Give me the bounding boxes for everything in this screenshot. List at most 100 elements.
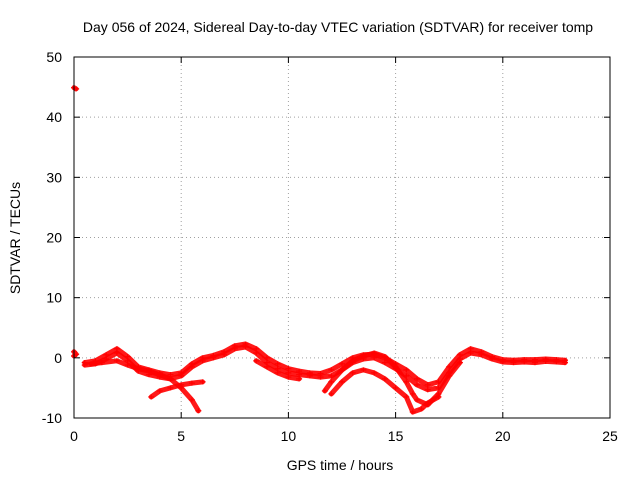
series-track-a xyxy=(81,341,568,388)
data-point xyxy=(409,391,416,397)
data-point xyxy=(146,368,153,374)
data-point xyxy=(392,385,399,391)
series-track-b xyxy=(81,344,568,393)
data-point xyxy=(435,394,442,400)
data-point xyxy=(296,376,303,382)
data-point xyxy=(195,408,202,414)
x-tick-label: 15 xyxy=(388,428,404,444)
data-point xyxy=(274,370,281,376)
data-point xyxy=(178,373,185,379)
chart-title: Day 056 of 2024, Sidereal Day-to-day VTE… xyxy=(83,19,593,35)
data-point xyxy=(424,400,431,406)
data-point xyxy=(381,376,388,382)
data-point xyxy=(328,391,335,397)
data-point xyxy=(561,360,568,366)
data-point xyxy=(339,367,345,373)
data-point xyxy=(188,397,195,403)
data-point xyxy=(403,379,410,385)
grid-lines xyxy=(74,57,610,418)
x-axis-ticks: 0 5 10 15 20 25 xyxy=(70,57,618,444)
data-point xyxy=(414,397,421,403)
data-point xyxy=(360,367,367,373)
data-point xyxy=(199,358,206,364)
data-point xyxy=(403,367,410,373)
data-point xyxy=(231,346,238,352)
data-point xyxy=(135,366,142,372)
data-point xyxy=(263,364,270,370)
x-tick-label: 0 xyxy=(70,428,78,444)
data-point xyxy=(553,359,560,365)
y-tick-label: 30 xyxy=(46,169,62,185)
y-tick-label: -10 xyxy=(42,410,62,426)
x-tick-label: 25 xyxy=(602,428,618,444)
data-point xyxy=(221,352,228,358)
series-track-c xyxy=(88,358,202,414)
data-point xyxy=(167,385,174,391)
data-point xyxy=(403,394,410,400)
series-line xyxy=(148,379,206,400)
data-point xyxy=(339,379,345,385)
x-axis-label: GPS time / hours xyxy=(287,457,394,473)
data-point xyxy=(409,409,416,415)
data-point xyxy=(328,379,335,385)
data-point xyxy=(418,406,425,412)
data-point xyxy=(467,346,474,352)
data-point xyxy=(285,374,292,380)
data-point xyxy=(521,359,528,365)
series-line xyxy=(82,341,568,388)
data-point xyxy=(381,354,388,360)
data-point xyxy=(371,370,378,376)
data-point xyxy=(188,380,195,386)
data-point xyxy=(199,379,206,385)
data-point xyxy=(81,362,88,368)
data-point xyxy=(328,373,335,379)
x-tick-label: 20 xyxy=(495,428,511,444)
data-point xyxy=(253,350,260,356)
data-point xyxy=(88,361,95,367)
data-point xyxy=(317,374,324,380)
data-point xyxy=(148,394,155,400)
series-track-g xyxy=(253,358,303,382)
series-track-d xyxy=(148,379,206,400)
data-point xyxy=(478,352,485,358)
series-outlier-44 xyxy=(71,85,80,92)
data-point xyxy=(113,350,120,356)
data-point xyxy=(242,344,249,350)
series-track-f xyxy=(328,367,442,415)
data-point xyxy=(446,373,453,379)
data-series xyxy=(71,85,568,415)
data-point xyxy=(328,367,335,373)
data-point xyxy=(371,350,378,356)
data-point xyxy=(156,388,163,394)
data-point xyxy=(360,353,367,359)
data-point xyxy=(467,350,474,356)
data-point xyxy=(274,361,281,367)
series-line xyxy=(328,367,441,415)
data-point xyxy=(510,360,517,366)
data-point xyxy=(414,376,421,382)
data-point xyxy=(456,360,463,366)
data-point xyxy=(167,376,174,382)
data-point xyxy=(113,346,120,352)
data-point xyxy=(542,358,549,364)
y-tick-label: 0 xyxy=(54,350,62,366)
data-point xyxy=(414,382,421,388)
data-point xyxy=(210,355,217,361)
data-point xyxy=(349,370,356,376)
data-point xyxy=(113,358,120,364)
data-point xyxy=(424,382,431,388)
x-tick-label: 10 xyxy=(281,428,297,444)
y-tick-label: 40 xyxy=(46,109,62,125)
data-point xyxy=(98,360,105,366)
x-tick-label: 5 xyxy=(177,428,185,444)
data-point xyxy=(156,372,163,378)
data-point xyxy=(188,364,195,370)
data-point xyxy=(178,382,185,388)
data-point xyxy=(392,364,399,370)
data-point xyxy=(339,361,345,367)
y-axis-label: SDTVAR / TECUs xyxy=(7,182,23,294)
data-point xyxy=(321,388,328,394)
data-point xyxy=(296,372,303,378)
series-outlier-1 xyxy=(71,349,80,359)
